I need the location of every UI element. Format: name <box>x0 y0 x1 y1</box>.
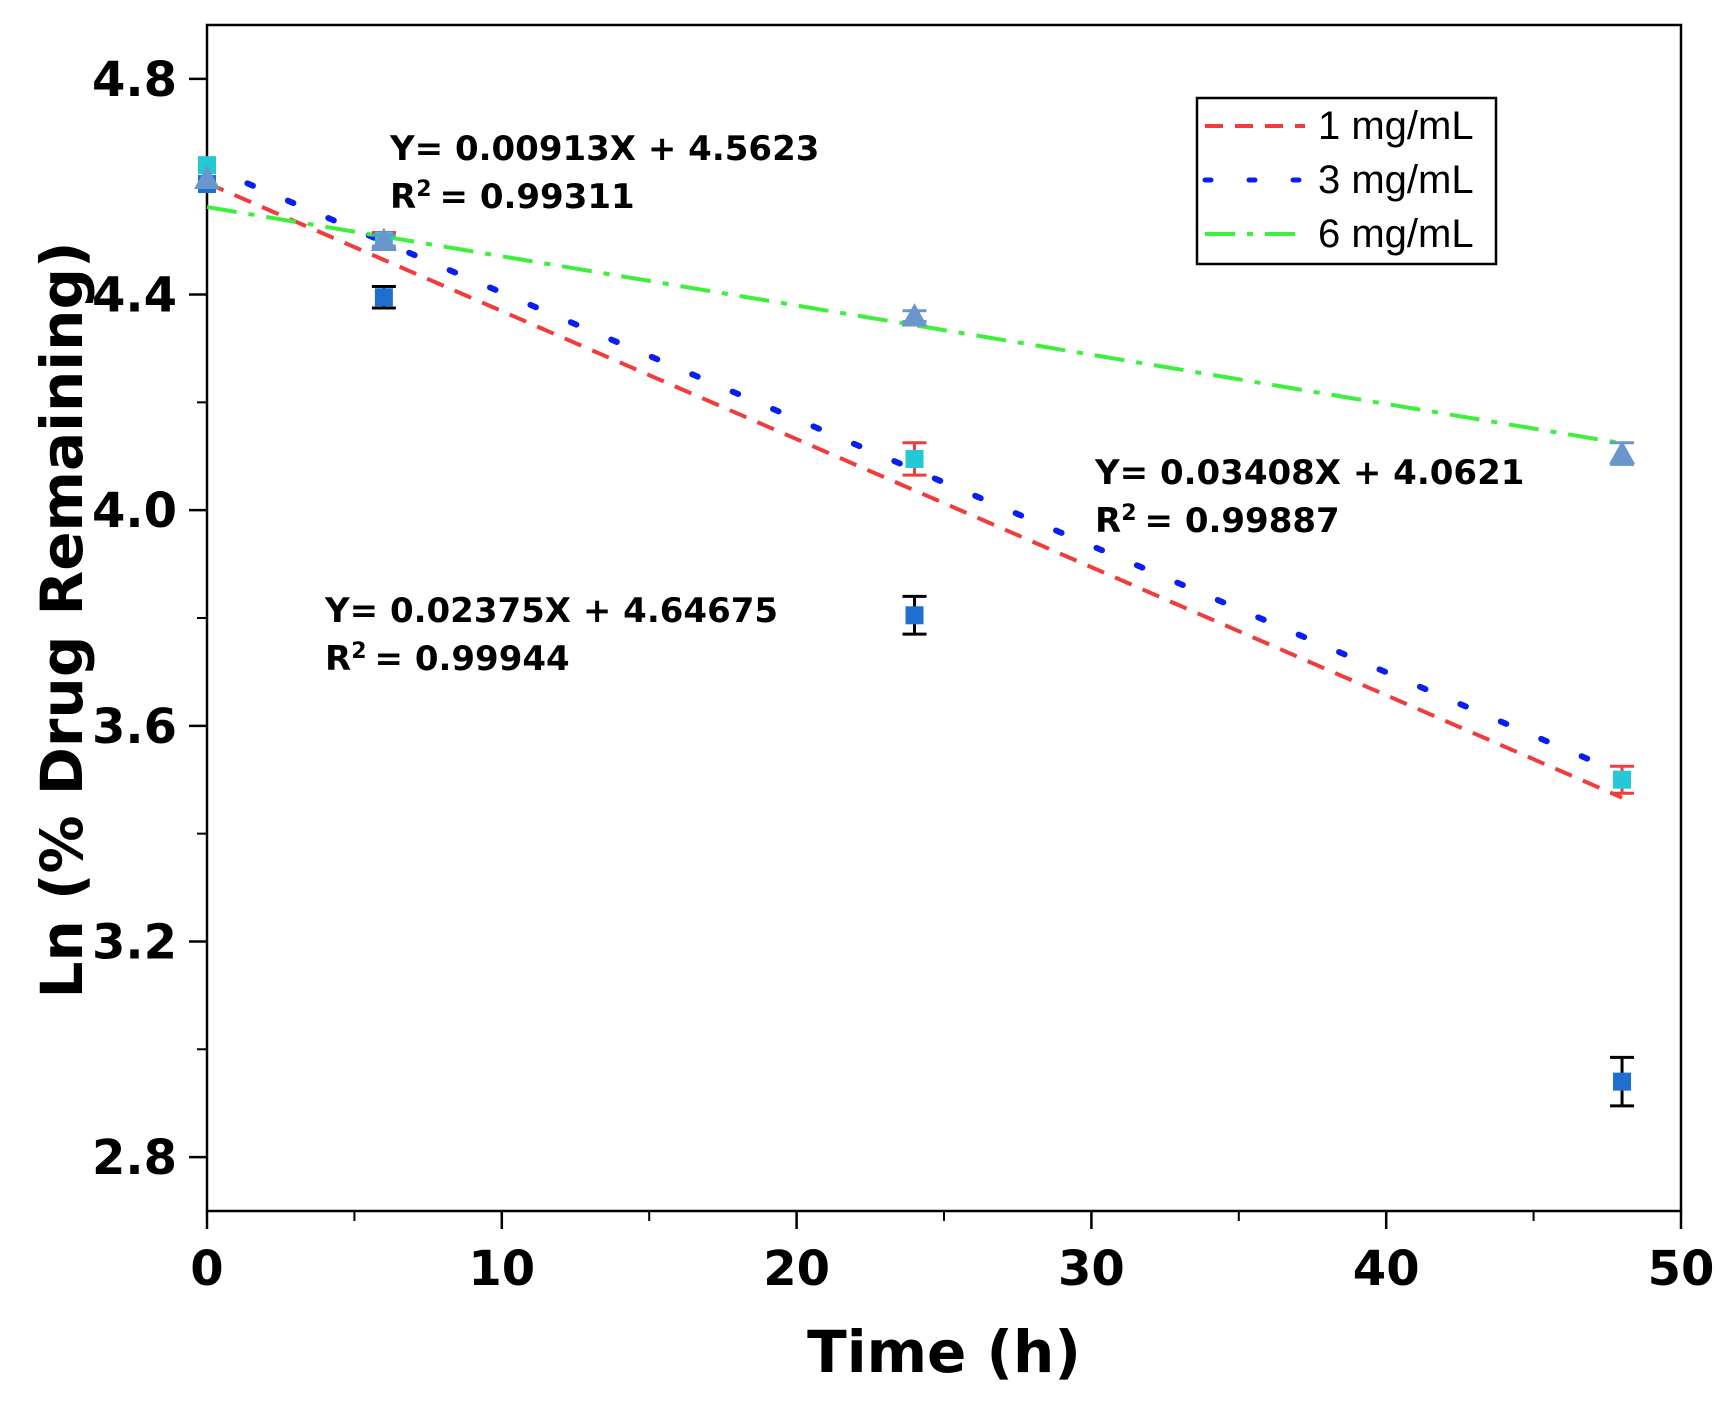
legend-item-1mg: 1 mg/mL <box>1205 104 1474 148</box>
fit-lines-layer <box>204 162 1626 800</box>
fit-line-3mg <box>204 162 1626 777</box>
equation-6mg-line: Y= 0.00913X + 4.5623 <box>389 129 819 169</box>
y-tick-label: 4.0 <box>92 483 177 539</box>
equation-1mg-r2: R2 = 0.99944 <box>325 639 570 680</box>
y-tick-label: 4.8 <box>92 52 177 108</box>
y-tick-label: 2.8 <box>92 1130 177 1186</box>
equation-6mg: Y= 0.00913X + 4.5623 R2 = 0.99311 <box>389 129 819 217</box>
fit-line-1mg <box>206 181 1623 800</box>
equation-3mg: Y= 0.03408X + 4.0621 R2 = 0.99887 <box>1094 453 1524 541</box>
x-tick-label: 40 <box>1353 1241 1420 1297</box>
data-point-3mg <box>1613 770 1632 789</box>
data-point-6mg <box>370 227 397 252</box>
x-tick-label: 0 <box>190 1241 223 1297</box>
equation-1mg-line: Y= 0.02375X + 4.64675 <box>324 591 778 631</box>
equation-3mg-r2: R2 = 0.99887 <box>1095 501 1340 542</box>
data-point-1mg <box>374 288 393 307</box>
x-tick-label: 20 <box>763 1241 830 1297</box>
data-point-1mg <box>905 606 924 625</box>
data-point-6mg <box>194 165 220 190</box>
x-tick-label: 50 <box>1648 1241 1715 1297</box>
data-point-6mg <box>1609 440 1636 464</box>
points-layer <box>194 156 1636 1108</box>
legend-label-1mg: 1 mg/mL <box>1318 104 1474 148</box>
legend-item-6mg: 6 mg/mL <box>1205 212 1474 256</box>
ticks-layer: 0 10 20 30 40 50 2.8 3.2 3.6 4.0 4.4 4.8 <box>92 52 1714 1297</box>
y-axis-title: Ln (% Drug Remaining) <box>28 242 96 999</box>
data-point-6mg <box>901 303 928 327</box>
legend-label-6mg: 6 mg/mL <box>1318 212 1474 256</box>
legend: 1 mg/mL 3 mg/mL 6 mg/mL <box>1195 96 1498 266</box>
y-tick-label: 3.6 <box>92 699 177 755</box>
annotations: Y= 0.00913X + 4.5623 R2 = 0.99311 Y= 0.03… <box>324 129 1524 679</box>
x-axis-title: Time (h) <box>807 1318 1081 1386</box>
data-point-3mg <box>198 156 216 175</box>
equation-3mg-line: Y= 0.03408X + 4.0621 <box>1094 453 1524 493</box>
equation-1mg: Y= 0.02375X + 4.64675 R2 = 0.99944 <box>324 591 778 679</box>
equation-6mg-r2: R2 = 0.99311 <box>390 177 635 218</box>
y-tick-label: 3.2 <box>92 914 177 970</box>
x-tick-label: 30 <box>1058 1241 1125 1297</box>
data-point-3mg <box>905 449 924 468</box>
y-tick-label: 4.4 <box>92 268 177 324</box>
legend-item-3mg: 3 mg/mL <box>1202 158 1474 202</box>
data-point-1mg <box>1613 1072 1632 1091</box>
x-tick-label: 10 <box>468 1241 535 1297</box>
legend-label-3mg: 3 mg/mL <box>1318 158 1474 202</box>
